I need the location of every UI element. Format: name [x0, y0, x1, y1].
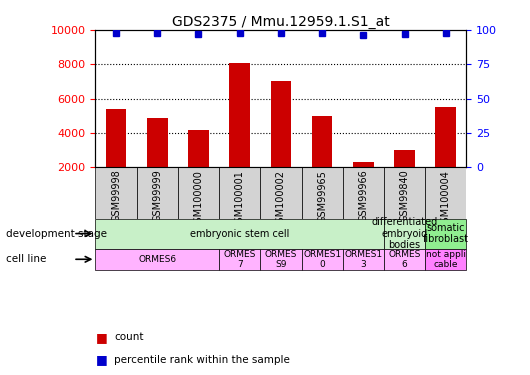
Bar — [425, 167, 466, 219]
Bar — [147, 118, 167, 167]
Text: differentiated
embryoid
bodies: differentiated embryoid bodies — [372, 217, 438, 250]
Bar — [394, 150, 415, 167]
Bar — [436, 107, 456, 167]
Bar — [260, 249, 302, 270]
Bar — [302, 167, 343, 219]
Text: GSM100001: GSM100001 — [235, 170, 245, 229]
Text: not appli
cable: not appli cable — [426, 250, 466, 269]
Text: ORMES
6: ORMES 6 — [388, 250, 421, 269]
Title: GDS2375 / Mmu.12959.1.S1_at: GDS2375 / Mmu.12959.1.S1_at — [172, 15, 390, 29]
Text: embryonic stem cell: embryonic stem cell — [190, 229, 289, 238]
Text: percentile rank within the sample: percentile rank within the sample — [114, 355, 290, 365]
Bar — [178, 167, 219, 219]
Bar — [312, 116, 332, 167]
Bar — [260, 167, 302, 219]
Bar — [105, 109, 126, 167]
Bar — [137, 167, 178, 219]
Text: GSM100004: GSM100004 — [441, 170, 451, 229]
Text: ■: ■ — [95, 354, 107, 366]
Bar — [229, 63, 250, 167]
Text: GSM100002: GSM100002 — [276, 170, 286, 229]
Bar — [95, 219, 384, 249]
Bar — [384, 249, 425, 270]
Text: count: count — [114, 333, 144, 342]
Text: ORMES1
0: ORMES1 0 — [303, 250, 341, 269]
Text: development stage: development stage — [6, 229, 108, 238]
Text: cell line: cell line — [6, 254, 47, 264]
Bar — [343, 249, 384, 270]
Bar — [188, 130, 209, 167]
Text: ■: ■ — [95, 331, 107, 344]
Text: somatic
fibroblast: somatic fibroblast — [423, 223, 469, 245]
Bar — [384, 167, 425, 219]
Text: GSM99965: GSM99965 — [317, 170, 327, 223]
Text: GSM99966: GSM99966 — [358, 170, 368, 222]
Text: GSM99999: GSM99999 — [152, 170, 162, 222]
Text: GSM99998: GSM99998 — [111, 170, 121, 222]
Text: GSM99840: GSM99840 — [400, 170, 410, 222]
Text: ORMES1
3: ORMES1 3 — [344, 250, 383, 269]
Text: GSM100000: GSM100000 — [193, 170, 204, 229]
Bar — [271, 81, 291, 167]
Bar — [425, 219, 466, 249]
Text: ORMES
7: ORMES 7 — [224, 250, 256, 269]
Bar — [384, 219, 425, 249]
Bar — [425, 249, 466, 270]
Text: ORMES6: ORMES6 — [138, 255, 176, 264]
Text: ORMES
S9: ORMES S9 — [264, 250, 297, 269]
Bar — [95, 167, 137, 219]
Bar — [343, 167, 384, 219]
Bar — [353, 162, 374, 167]
Bar — [219, 167, 260, 219]
Bar — [95, 249, 219, 270]
Bar — [302, 249, 343, 270]
Bar — [219, 249, 260, 270]
